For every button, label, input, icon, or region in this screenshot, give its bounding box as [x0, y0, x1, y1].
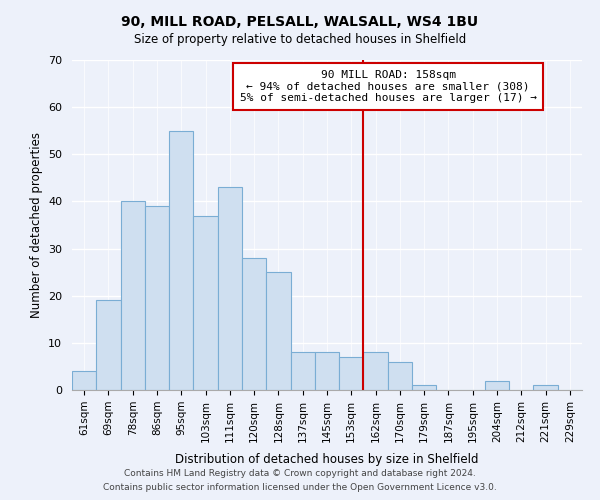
Bar — [193, 216, 218, 390]
Bar — [242, 258, 266, 390]
Bar — [412, 386, 436, 390]
Bar — [364, 352, 388, 390]
Bar — [169, 130, 193, 390]
Bar — [485, 380, 509, 390]
Bar — [72, 371, 96, 390]
Text: Contains HM Land Registry data © Crown copyright and database right 2024.: Contains HM Land Registry data © Crown c… — [124, 468, 476, 477]
Bar — [290, 352, 315, 390]
Y-axis label: Number of detached properties: Number of detached properties — [29, 132, 43, 318]
Bar — [266, 272, 290, 390]
Text: 90, MILL ROAD, PELSALL, WALSALL, WS4 1BU: 90, MILL ROAD, PELSALL, WALSALL, WS4 1BU — [121, 15, 479, 29]
Bar — [96, 300, 121, 390]
Bar — [218, 188, 242, 390]
Bar — [339, 357, 364, 390]
Text: 90 MILL ROAD: 158sqm
← 94% of detached houses are smaller (308)
5% of semi-detac: 90 MILL ROAD: 158sqm ← 94% of detached h… — [240, 70, 537, 103]
Text: Contains public sector information licensed under the Open Government Licence v3: Contains public sector information licen… — [103, 484, 497, 492]
Text: Size of property relative to detached houses in Shelfield: Size of property relative to detached ho… — [134, 32, 466, 46]
X-axis label: Distribution of detached houses by size in Shelfield: Distribution of detached houses by size … — [175, 453, 479, 466]
Bar — [388, 362, 412, 390]
Bar — [315, 352, 339, 390]
Bar — [121, 202, 145, 390]
Bar — [145, 206, 169, 390]
Bar — [533, 386, 558, 390]
